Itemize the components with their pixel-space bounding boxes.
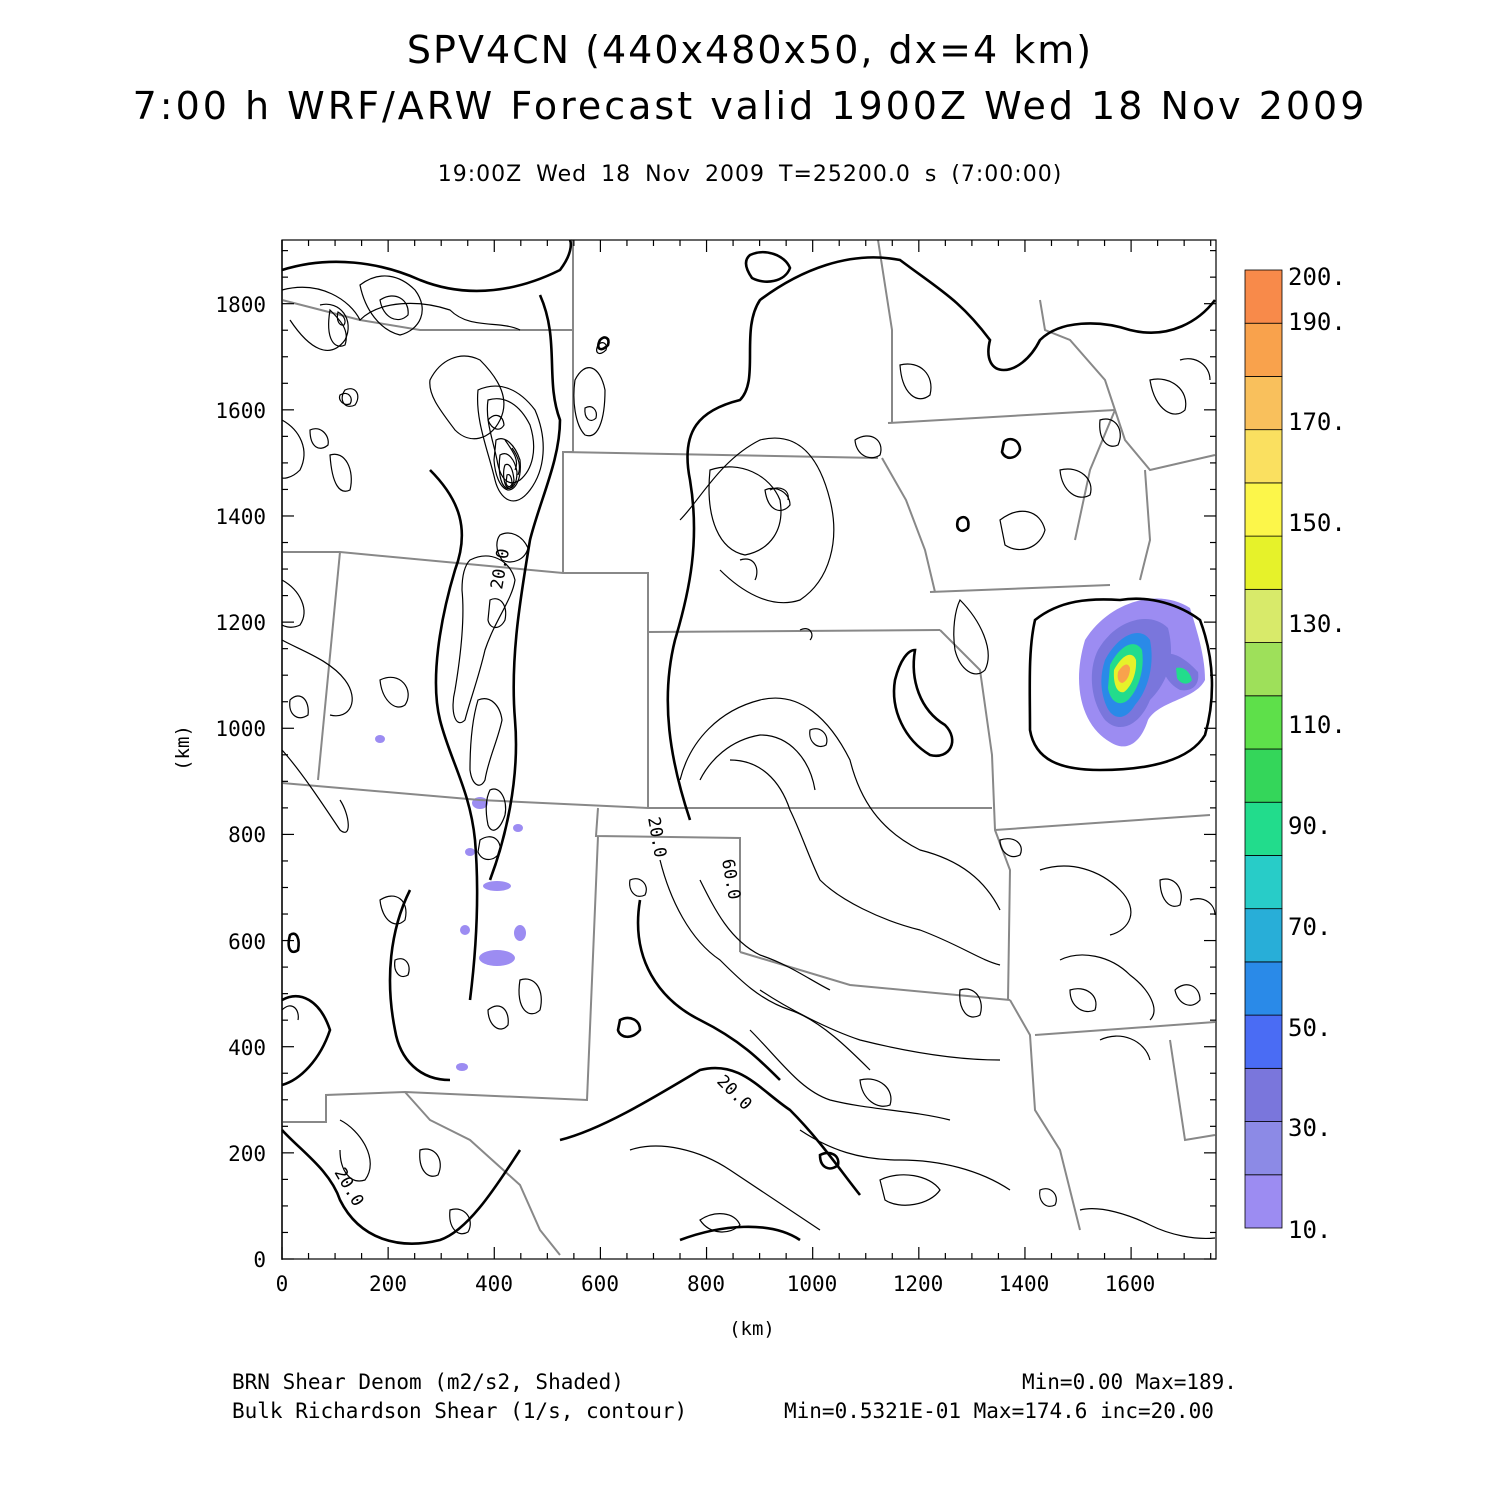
y-tick-label: 0	[253, 1248, 266, 1272]
colorbar-label: 170.	[1288, 408, 1346, 436]
x-tick-label: 1200	[893, 1272, 944, 1296]
colorbar-label: 50.	[1288, 1014, 1331, 1042]
colorbar-labels: 10. 30. 50. 70. 90. 110. 130. 150. 170. …	[1288, 263, 1346, 1244]
y-tick-label: 400	[228, 1036, 266, 1060]
colorbar-band	[1244, 1014, 1283, 1069]
colorbar-band	[1244, 642, 1283, 697]
colorbar-band	[1244, 855, 1283, 910]
colorbar-band	[1244, 748, 1283, 803]
x-tick-label: 400	[475, 1272, 513, 1296]
x-tick-label: 0	[276, 1272, 289, 1296]
x-tick-labels: 0 200 400 600 800 1000 1200 1400 1600	[276, 1272, 1156, 1296]
contour-thin-lines	[281, 275, 1216, 1240]
contour-field-description: Bulk Richardson Shear (1/s, contour)	[232, 1399, 688, 1423]
colorbar-band	[1244, 535, 1283, 590]
state-boundaries	[281, 239, 1216, 1260]
x-tick-label: 600	[581, 1272, 619, 1296]
x-tick-label: 1400	[999, 1272, 1050, 1296]
colorbar-label: 10.	[1288, 1216, 1331, 1244]
y-tick-labels: 0 200 400 600 800 1000 1200 1400 1600 18…	[215, 293, 266, 1272]
forecast-valid-line: 7:00 h WRF/ARW Forecast valid 1900Z Wed …	[132, 84, 1368, 128]
colorbar-band	[1244, 322, 1283, 377]
y-tick-label: 1200	[215, 611, 266, 635]
colorbar-label: 70.	[1288, 913, 1331, 941]
colorbar-label: 30.	[1288, 1114, 1331, 1142]
colorbar-band	[1244, 1121, 1283, 1176]
x-tick-label: 800	[687, 1272, 725, 1296]
x-tick-label: 1600	[1105, 1272, 1156, 1296]
colorbar-label: 90.	[1288, 812, 1331, 840]
colorbar-band	[1244, 961, 1283, 1016]
western-shaded-blobs	[375, 735, 526, 1071]
colorbar-band	[1244, 376, 1283, 431]
colorbar-band	[1244, 908, 1283, 963]
y-tick-label: 1000	[215, 717, 266, 741]
colorbar-band	[1244, 269, 1283, 324]
colorbar-label: 200.	[1288, 263, 1346, 291]
x-tick-label: 1000	[787, 1272, 838, 1296]
axis-ticks	[281, 240, 1216, 1260]
colorbar-band	[1244, 1174, 1283, 1229]
y-tick-label: 1400	[215, 505, 266, 529]
colorbar-band	[1244, 588, 1283, 643]
colorbar	[1244, 269, 1283, 1229]
y-tick-label: 800	[228, 823, 266, 847]
colorbar-label: 110.	[1288, 711, 1346, 739]
y-axis-label: (km)	[172, 725, 194, 771]
contour-label: 20.0	[487, 547, 514, 591]
x-tick-label: 200	[369, 1272, 407, 1296]
colorbar-label: 130.	[1288, 610, 1346, 638]
plot-frame	[281, 239, 1217, 1260]
model-time-line: 19:00Z Wed 18 Nov 2009 T=25200.0 s (7:00…	[437, 162, 1063, 187]
colorbar-band	[1244, 482, 1283, 537]
colorbar-label: 150.	[1288, 509, 1346, 537]
y-tick-label: 200	[228, 1142, 266, 1166]
colorbar-band	[1244, 695, 1283, 750]
y-tick-label: 1600	[215, 399, 266, 423]
plot-title: SPV4CN (440x480x50, dx=4 km)	[406, 28, 1094, 72]
shaded-field-description: BRN Shear Denom (m2/s2, Shaded)	[232, 1370, 624, 1394]
shaded-field	[375, 598, 1205, 1071]
shaded-field-stats: Min=0.00 Max=189.	[1022, 1370, 1237, 1394]
contour-label: 20.0	[643, 815, 670, 859]
contour-thick-20	[281, 239, 1217, 1245]
y-tick-label: 1800	[215, 293, 266, 317]
colorbar-band	[1244, 1067, 1283, 1122]
colorbar-band	[1244, 801, 1283, 856]
y-tick-label: 600	[228, 930, 266, 954]
colorbar-band	[1244, 429, 1283, 484]
x-axis-label: (km)	[729, 1318, 775, 1340]
contour-field-stats: Min=0.5321E-01 Max=174.6 inc=20.00	[784, 1399, 1214, 1423]
colorbar-label: 190.	[1288, 308, 1346, 336]
michigan-shaded-cell	[1079, 598, 1205, 747]
